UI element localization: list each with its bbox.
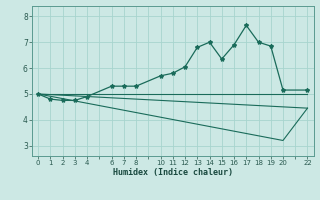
X-axis label: Humidex (Indice chaleur): Humidex (Indice chaleur) [113,168,233,177]
